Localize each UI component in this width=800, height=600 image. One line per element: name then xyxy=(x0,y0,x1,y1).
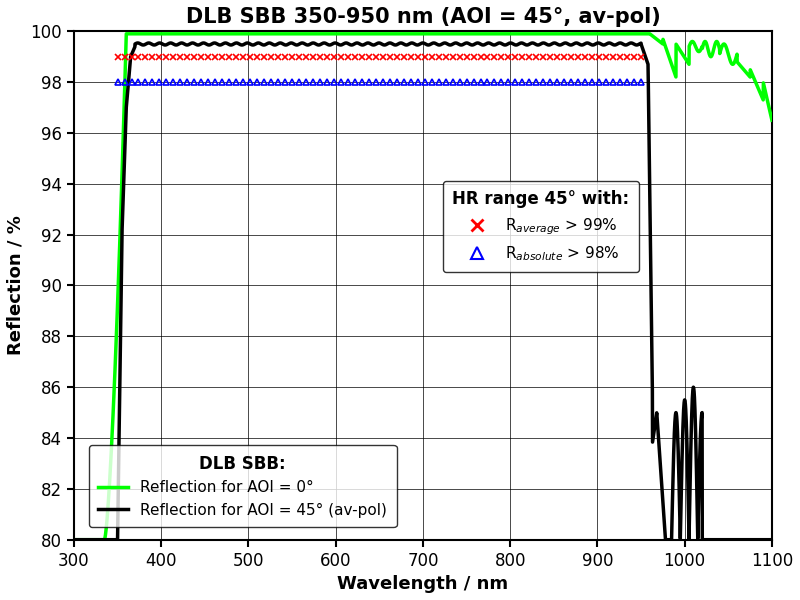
X-axis label: Wavelength / nm: Wavelength / nm xyxy=(338,575,509,593)
Title: DLB SBB 350-950 nm (AOI = 45°, av-pol): DLB SBB 350-950 nm (AOI = 45°, av-pol) xyxy=(186,7,660,27)
Legend: Reflection for AOI = 0°, Reflection for AOI = 45° (av-pol): Reflection for AOI = 0°, Reflection for … xyxy=(89,445,397,527)
Y-axis label: Reflection / %: Reflection / % xyxy=(7,215,25,355)
